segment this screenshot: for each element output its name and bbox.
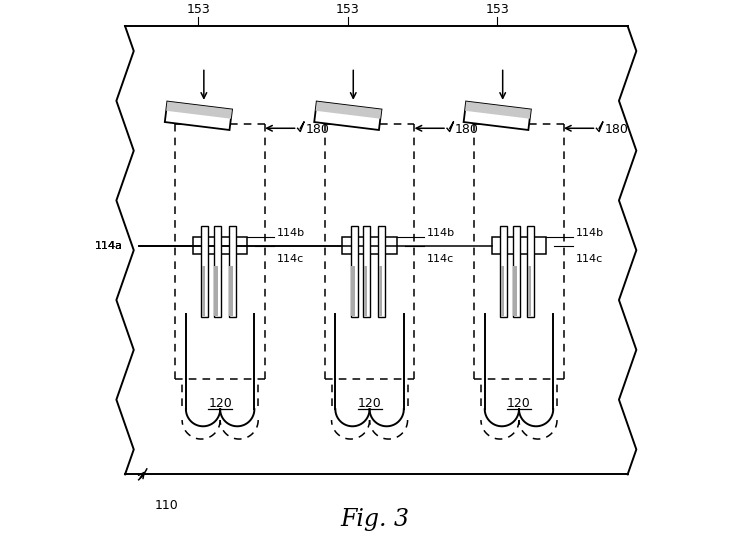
Bar (464, 101, 531, 130)
Bar (166, 101, 232, 119)
Text: 114a: 114a (94, 241, 122, 251)
Bar (351, 266, 355, 316)
Bar (500, 226, 507, 317)
Bar (202, 266, 206, 316)
Text: 114c: 114c (427, 253, 454, 264)
Text: 114c: 114c (278, 253, 304, 264)
Bar (229, 266, 232, 316)
Bar (193, 237, 248, 255)
Bar (314, 101, 382, 130)
Text: 114a: 114a (94, 241, 122, 251)
Bar (214, 266, 218, 316)
Text: 120: 120 (358, 397, 382, 410)
Text: Fig. 3: Fig. 3 (340, 508, 410, 531)
Text: 110: 110 (155, 499, 178, 512)
Bar (513, 226, 520, 317)
Text: 120: 120 (507, 397, 531, 410)
Bar (363, 226, 370, 317)
Bar (378, 226, 385, 317)
Text: 114c: 114c (576, 253, 603, 264)
Bar (229, 226, 236, 317)
Bar (214, 226, 221, 317)
Text: 120: 120 (209, 397, 232, 410)
Bar (364, 266, 368, 316)
Bar (202, 226, 208, 317)
Text: 114a: 114a (94, 241, 122, 251)
Bar (316, 101, 382, 119)
Bar (492, 237, 546, 255)
Text: 153: 153 (336, 3, 360, 16)
Text: 180: 180 (455, 123, 479, 136)
Bar (465, 101, 531, 119)
Text: 114b: 114b (278, 228, 305, 238)
Bar (165, 101, 232, 130)
Bar (528, 266, 532, 316)
Text: 180: 180 (604, 123, 628, 136)
Bar (343, 237, 397, 255)
Bar (351, 226, 358, 317)
Text: 180: 180 (306, 123, 329, 136)
Text: 153: 153 (485, 3, 509, 16)
Bar (379, 266, 382, 316)
Text: 153: 153 (187, 3, 210, 16)
Bar (513, 266, 517, 316)
Text: 114b: 114b (576, 228, 604, 238)
Text: 114b: 114b (427, 228, 454, 238)
Bar (527, 226, 535, 317)
Bar (501, 266, 504, 316)
